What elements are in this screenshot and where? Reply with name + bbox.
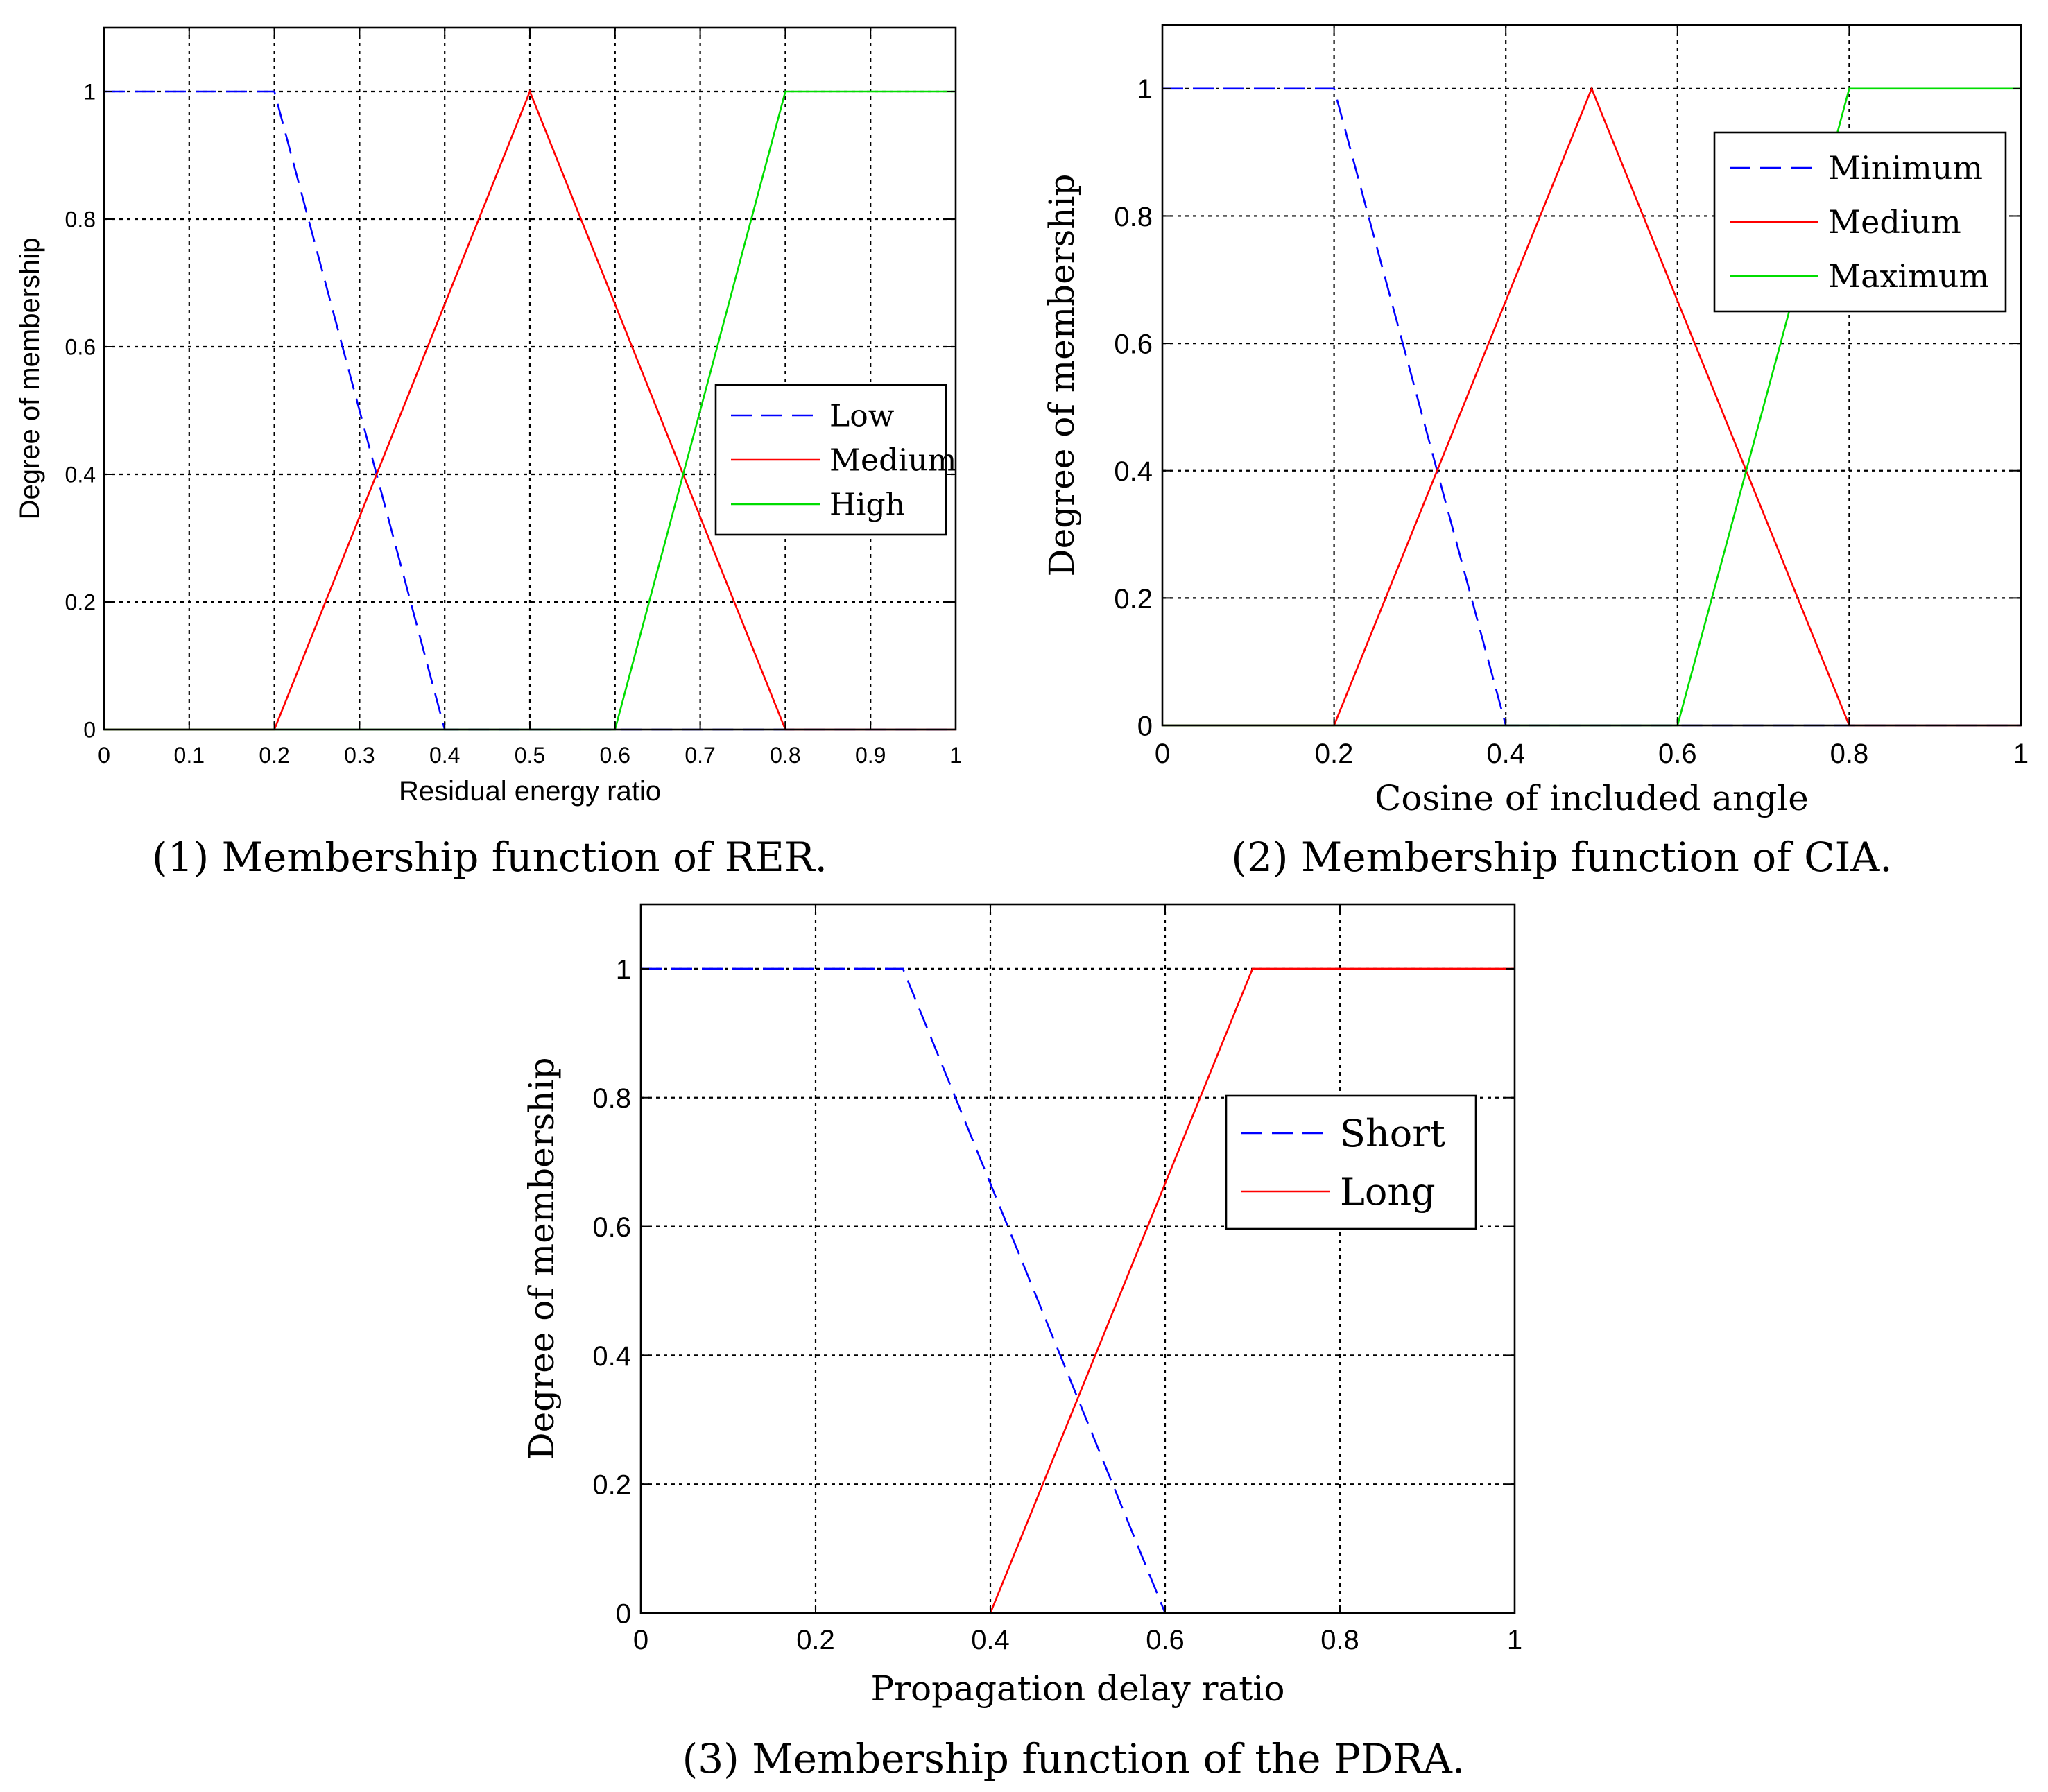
- y-tick-label: 0: [83, 718, 96, 743]
- x-tick-label: 0: [633, 1625, 648, 1655]
- legend-label-long: Long: [1340, 1170, 1436, 1214]
- x-tick-label: 0.7: [685, 743, 715, 768]
- x-axis-label: Propagation delay ratio: [871, 1669, 1285, 1709]
- axes-frame: [639, 903, 1516, 1614]
- x-tick-label: 1: [949, 743, 962, 768]
- legend-label-medium: Medium: [829, 442, 956, 478]
- y-tick-label: 0: [616, 1599, 631, 1629]
- y-tick-label: 0.4: [65, 463, 96, 488]
- x-tick-label: 0.4: [1486, 739, 1525, 769]
- legend-label-high: High: [829, 487, 905, 522]
- y-axis-label: Degree of membership: [15, 238, 45, 520]
- x-tick-label: 0.8: [770, 743, 800, 768]
- y-axis-label: Degree of membership: [1042, 174, 1082, 577]
- x-tick-label: 0.5: [515, 743, 545, 768]
- x-tick-label: 1: [2013, 739, 2029, 769]
- y-tick-label: 0.4: [1114, 456, 1153, 487]
- x-tick-label: 0.2: [1315, 739, 1354, 769]
- x-axis-label: Residual energy ratio: [399, 776, 661, 807]
- x-tick-label: 0.2: [259, 743, 289, 768]
- x-tick-label: 0.6: [1658, 739, 1697, 769]
- chart-rer: 0 0.1 0.2 0.3 0.4 0.5 0.6 0.7 0.8 0.9 1 0 0.2 0.4 0.6 0…: [15, 26, 962, 881]
- y-tick-label: 0.8: [65, 207, 96, 232]
- x-tick-label: 0.3: [344, 743, 375, 768]
- y-tick-label: 0.6: [65, 335, 96, 360]
- x-tick-label: 0.4: [971, 1625, 1010, 1655]
- y-tick-label: 0.6: [1114, 329, 1153, 359]
- y-tick-label: 0.2: [592, 1470, 631, 1501]
- chart-pdra: 0 0.2 0.4 0.6 0.8 1 0 0.2 0.4 0.6 0.8 1 Propagation …: [522, 903, 1522, 1782]
- legend-label-minimum: Minimum: [1828, 149, 1983, 187]
- x-tick-label: 0: [98, 743, 110, 768]
- y-tick-label: 0.2: [65, 590, 96, 615]
- x-tick-label: 0.9: [855, 743, 886, 768]
- y-tick-label: 0: [1137, 711, 1153, 741]
- x-axis-label: Cosine of included angle: [1375, 778, 1809, 818]
- legend: Low Medium High: [714, 384, 956, 536]
- x-tick-label: 0.1: [174, 743, 205, 768]
- y-tick-label: 0.2: [1114, 584, 1153, 614]
- x-tick-label: 0.8: [1830, 739, 1869, 769]
- x-tick-label: 0.2: [796, 1625, 835, 1655]
- plot-area: [1162, 25, 2021, 725]
- legend-label-medium: Medium: [1828, 203, 1961, 241]
- y-tick-label: 1: [1137, 74, 1153, 105]
- y-axis-label: Degree of membership: [522, 1058, 562, 1461]
- y-tick-label: 1: [616, 954, 631, 985]
- y-tick-label: 0.6: [592, 1212, 631, 1243]
- legend-label-low: Low: [829, 398, 895, 433]
- y-tick-label: 1: [83, 80, 96, 105]
- legend: Minimum Medium Maximum: [1713, 131, 2007, 313]
- x-tick-label: 0.4: [429, 743, 460, 768]
- figure-caption: (3) Membership function of the PDRA.: [682, 1735, 1465, 1782]
- y-tick-label: 0.8: [592, 1083, 631, 1114]
- x-tick-label: 0.8: [1320, 1625, 1359, 1655]
- chart-cia: 0 0.2 0.4 0.6 0.8 1 0 0.2 0.4 0.6 0.8 1 Cosine of in…: [1042, 24, 2029, 881]
- x-tick-label: 1: [1507, 1625, 1522, 1655]
- plot-area: [641, 904, 1515, 1613]
- legend-label-maximum: Maximum: [1828, 257, 1989, 295]
- legend-box: [1225, 1094, 1477, 1230]
- axes-frame: [1161, 24, 2022, 727]
- figure-caption: (1) Membership function of RER.: [152, 834, 827, 881]
- legend-label-short: Short: [1340, 1112, 1445, 1155]
- y-tick-label: 0.8: [1114, 202, 1153, 232]
- x-tick-label: 0.6: [1146, 1625, 1185, 1655]
- x-tick-label: 0.6: [600, 743, 630, 768]
- y-tick-label: 0.4: [592, 1341, 631, 1372]
- legend: Short Long: [1225, 1094, 1477, 1230]
- figure-caption: (2) Membership function of CIA.: [1231, 834, 1892, 881]
- x-tick-label: 0: [1155, 739, 1170, 769]
